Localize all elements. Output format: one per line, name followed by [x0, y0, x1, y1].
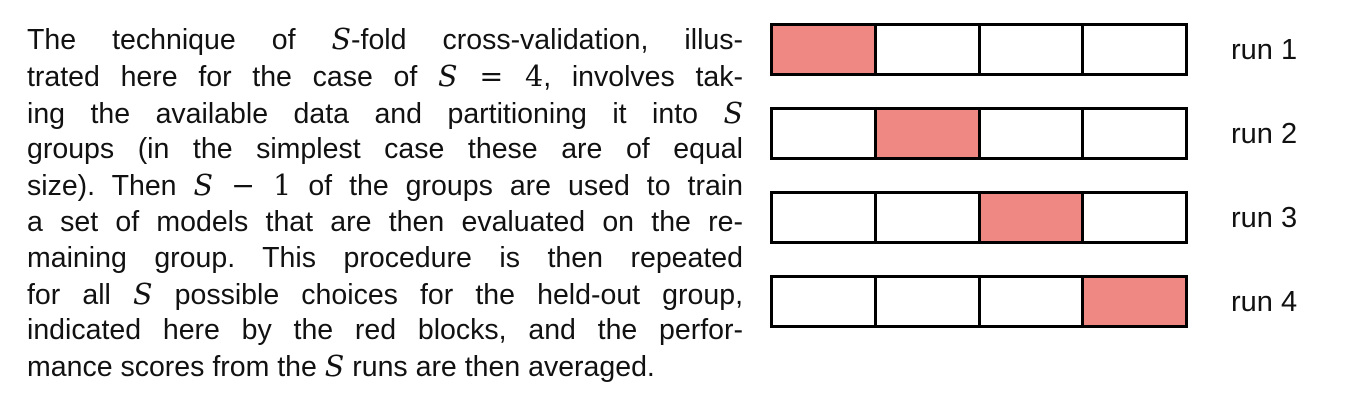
math-symbol: S: [331, 23, 352, 56]
caption-line: a set of models that are then evaluated …: [27, 205, 743, 241]
held-out-fold: [773, 26, 877, 73]
caption-text: The technique of: [27, 24, 332, 56]
caption-text: a set of models that are then evaluated …: [27, 205, 743, 238]
run-label: run 4: [1231, 286, 1298, 318]
caption-text: -fold cross-validation, illus-: [351, 24, 743, 56]
caption-line: The technique of S-fold cross-validation…: [27, 22, 743, 59]
training-fold: [980, 110, 1085, 157]
fold-bar: [770, 191, 1188, 244]
run-label: run 3: [1231, 202, 1298, 234]
training-fold: [980, 26, 1085, 73]
caption-text: indicated here by the red blocks, and th…: [27, 314, 743, 347]
caption-line: for all S possible choices for the held-…: [27, 277, 743, 314]
training-fold: [1084, 110, 1185, 157]
caption-text: of the groups are used to train: [291, 170, 743, 203]
training-fold: [1084, 194, 1185, 241]
math-symbol: S: [132, 277, 153, 311]
run-row: run 4: [770, 275, 1297, 330]
held-out-fold: [1084, 278, 1185, 325]
math-symbol: S: [437, 59, 458, 93]
run-row: run 1: [770, 23, 1297, 78]
fold-bar: [770, 107, 1188, 160]
math-symbol: S: [723, 96, 743, 130]
caption-text: size). Then: [27, 170, 194, 203]
caption-line: maining group. This procedure is then re…: [27, 241, 743, 277]
caption-line: groups (in the simplest case these are o…: [27, 132, 743, 168]
caption-text: − 1: [213, 169, 292, 203]
fold-bar: [770, 275, 1188, 328]
training-fold: [773, 194, 877, 241]
caption-line: size). Then S − 1 of the groups are used…: [27, 168, 743, 205]
caption-line: ing the available data and partitioning …: [27, 96, 743, 133]
training-fold: [773, 278, 877, 325]
caption-line: trated here for the case of S = 4, invol…: [27, 59, 743, 96]
run-row: run 3: [770, 191, 1297, 246]
caption-text: trated here for the case of: [27, 60, 438, 93]
training-fold: [876, 278, 981, 325]
figure-caption: The technique of S-fold cross-validation…: [27, 22, 743, 386]
fold-bar: [770, 23, 1188, 76]
caption-text: groups (in the simplest case these are o…: [27, 133, 743, 166]
caption-text: = 4: [457, 59, 544, 93]
training-fold: [773, 110, 877, 157]
run-label: run 2: [1231, 118, 1298, 150]
math-symbol: S: [193, 169, 214, 203]
run-label: run 1: [1231, 34, 1298, 66]
caption-text: maining group. This procedure is then re…: [27, 241, 743, 274]
caption-text: mance scores from the: [27, 351, 325, 384]
caption-text: , involves tak-: [543, 60, 743, 93]
caption-text: ing the available data and partitioning …: [27, 97, 724, 130]
run-row: run 2: [770, 107, 1297, 162]
training-fold: [876, 194, 981, 241]
caption-line: indicated here by the red blocks, and th…: [27, 313, 743, 349]
caption-text: possible choices for the held-out group,: [152, 278, 743, 311]
held-out-fold: [876, 110, 981, 157]
training-fold: [876, 26, 981, 73]
training-fold: [1084, 26, 1185, 73]
caption-line: mance scores from the S runs are then av…: [27, 349, 743, 386]
training-fold: [980, 278, 1085, 325]
caption-text: runs are then averaged.: [344, 351, 655, 384]
held-out-fold: [980, 194, 1085, 241]
math-symbol: S: [324, 350, 345, 384]
caption-text: for all: [27, 278, 133, 311]
